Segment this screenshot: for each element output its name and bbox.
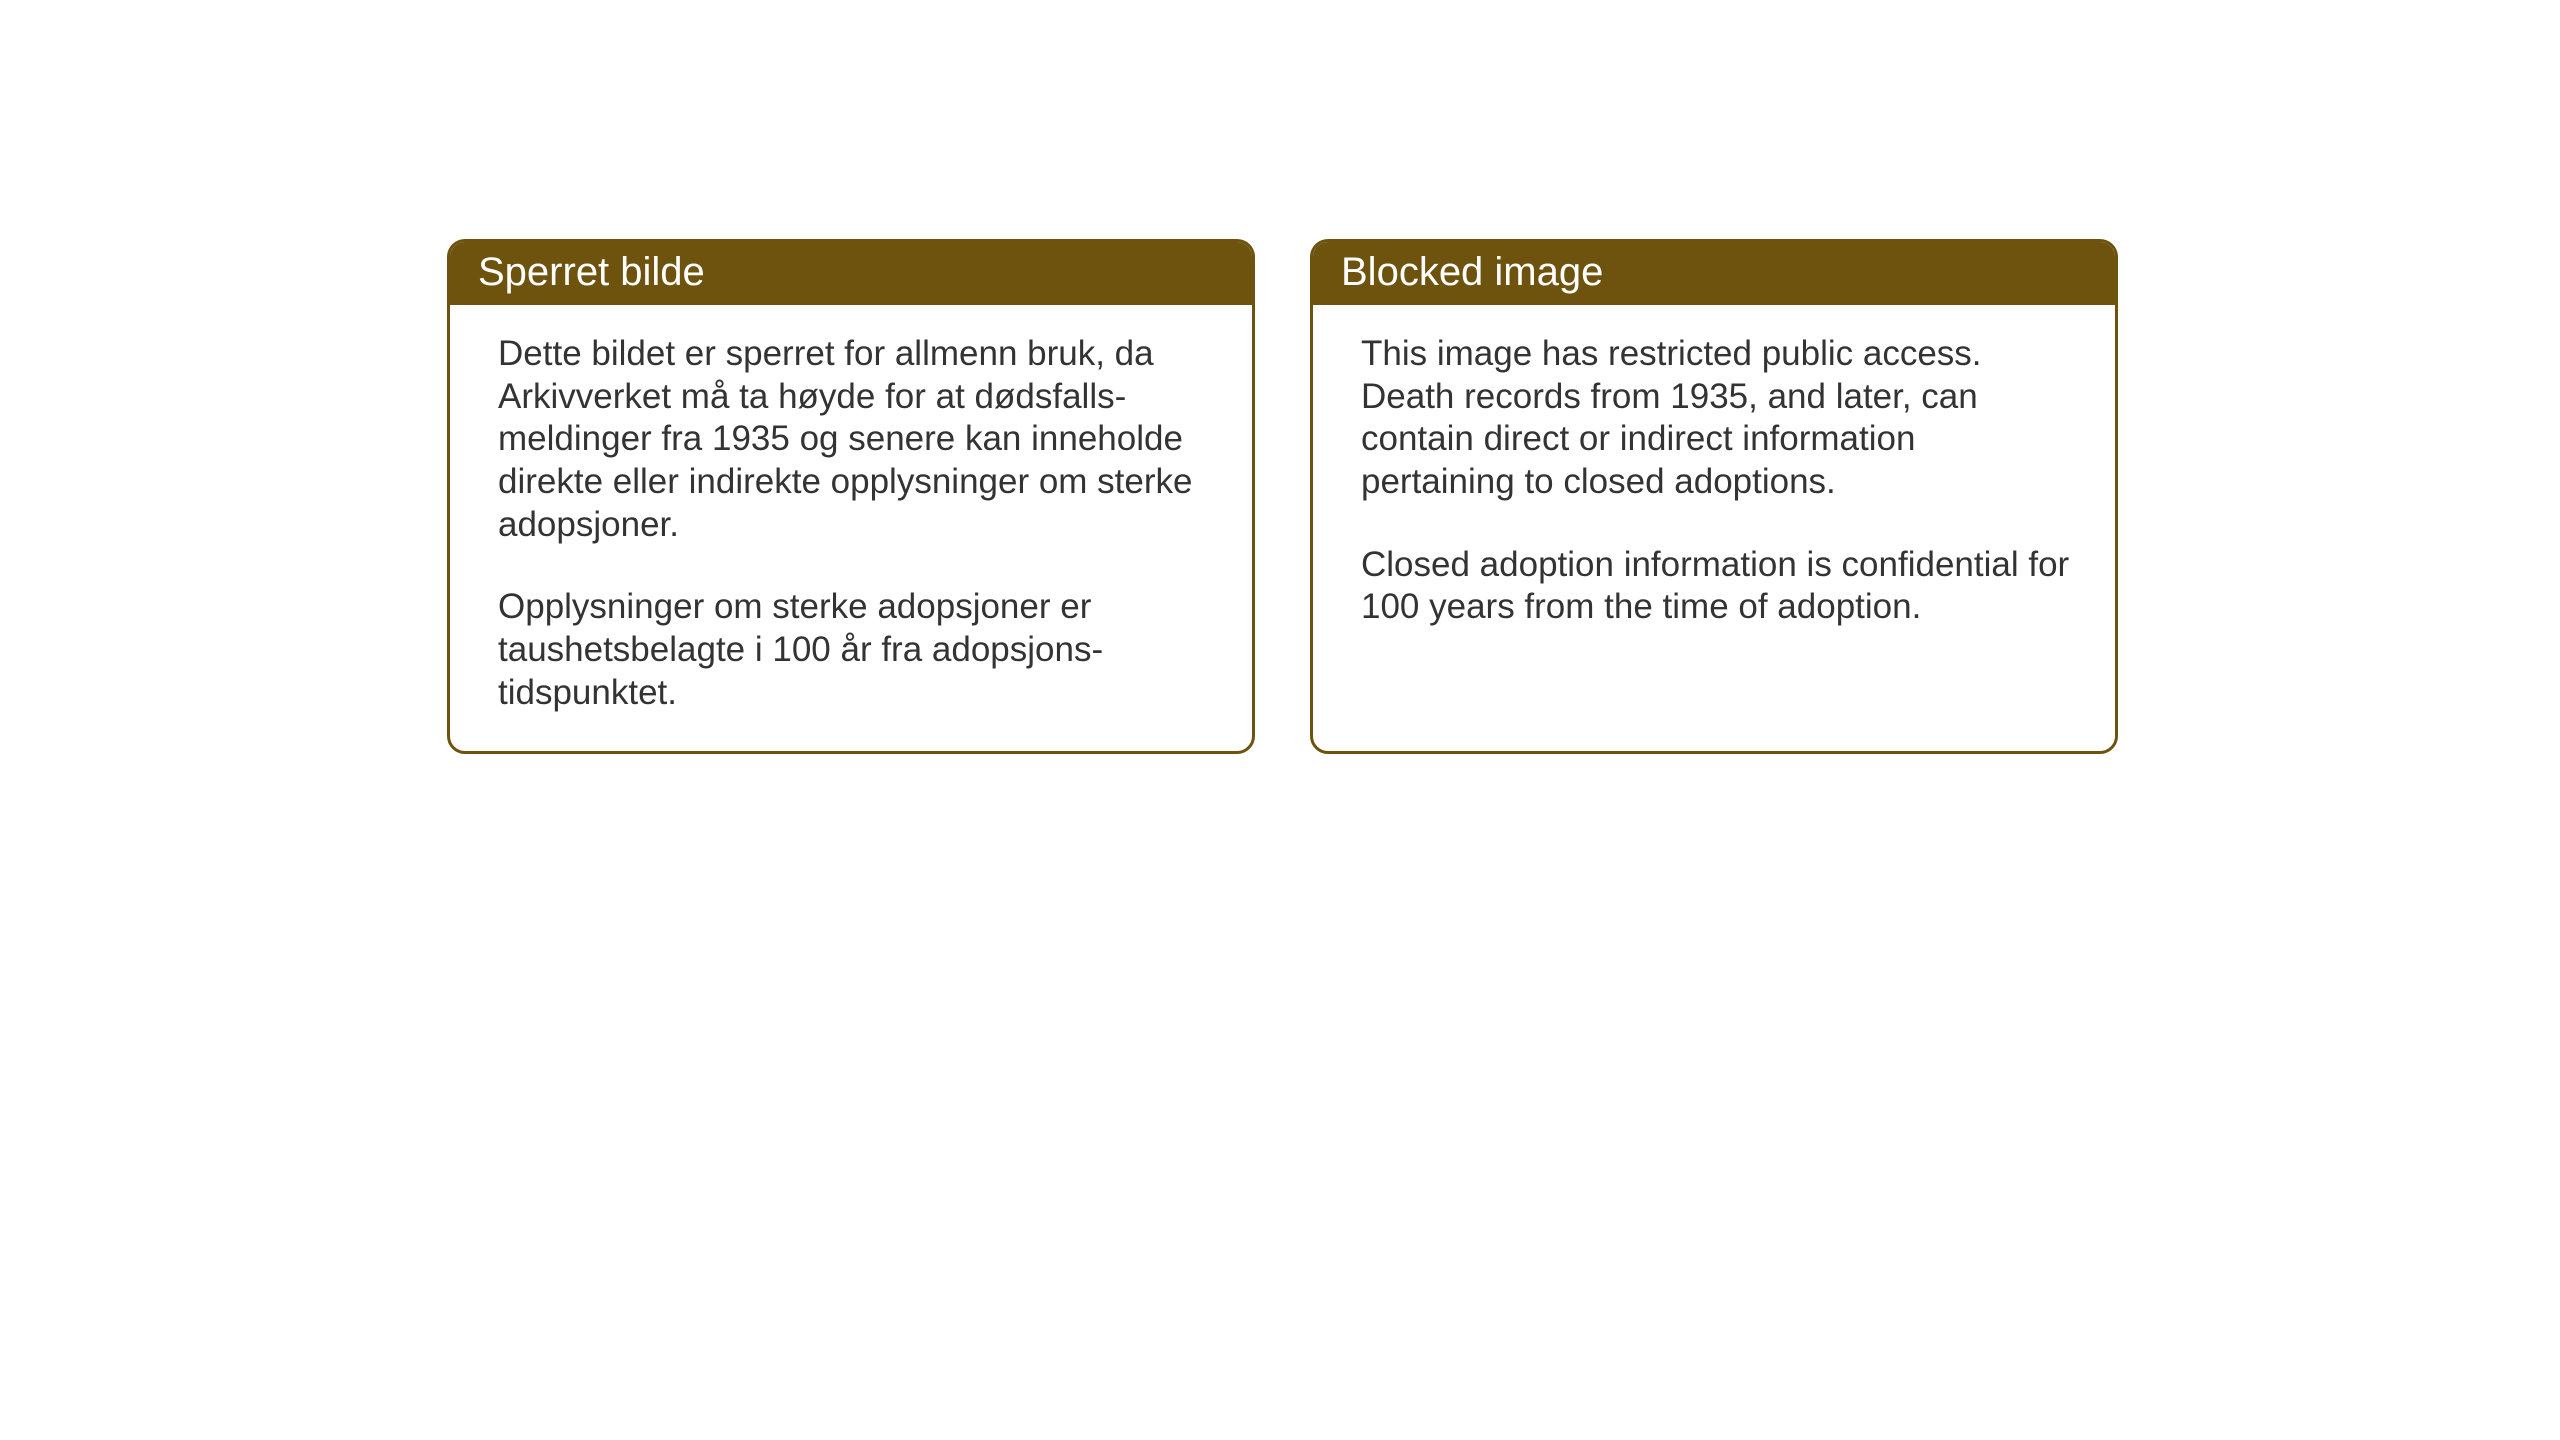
- notice-card-norwegian: Sperret bilde Dette bildet er sperret fo…: [447, 239, 1255, 754]
- card-paragraph: Dette bildet er sperret for allmenn bruk…: [498, 333, 1208, 546]
- card-paragraph: Closed adoption information is confident…: [1361, 544, 2071, 629]
- card-body-english: This image has restricted public access.…: [1313, 305, 2115, 665]
- card-paragraph: This image has restricted public access.…: [1361, 333, 2071, 504]
- notice-container: Sperret bilde Dette bildet er sperret fo…: [447, 239, 2118, 754]
- card-title: Blocked image: [1341, 250, 1603, 294]
- card-header-norwegian: Sperret bilde: [450, 242, 1252, 305]
- card-title: Sperret bilde: [478, 250, 705, 294]
- card-paragraph: Opplysninger om sterke adopsjoner er tau…: [498, 586, 1208, 714]
- card-body-norwegian: Dette bildet er sperret for allmenn bruk…: [450, 305, 1252, 751]
- card-header-english: Blocked image: [1313, 242, 2115, 305]
- notice-card-english: Blocked image This image has restricted …: [1310, 239, 2118, 754]
